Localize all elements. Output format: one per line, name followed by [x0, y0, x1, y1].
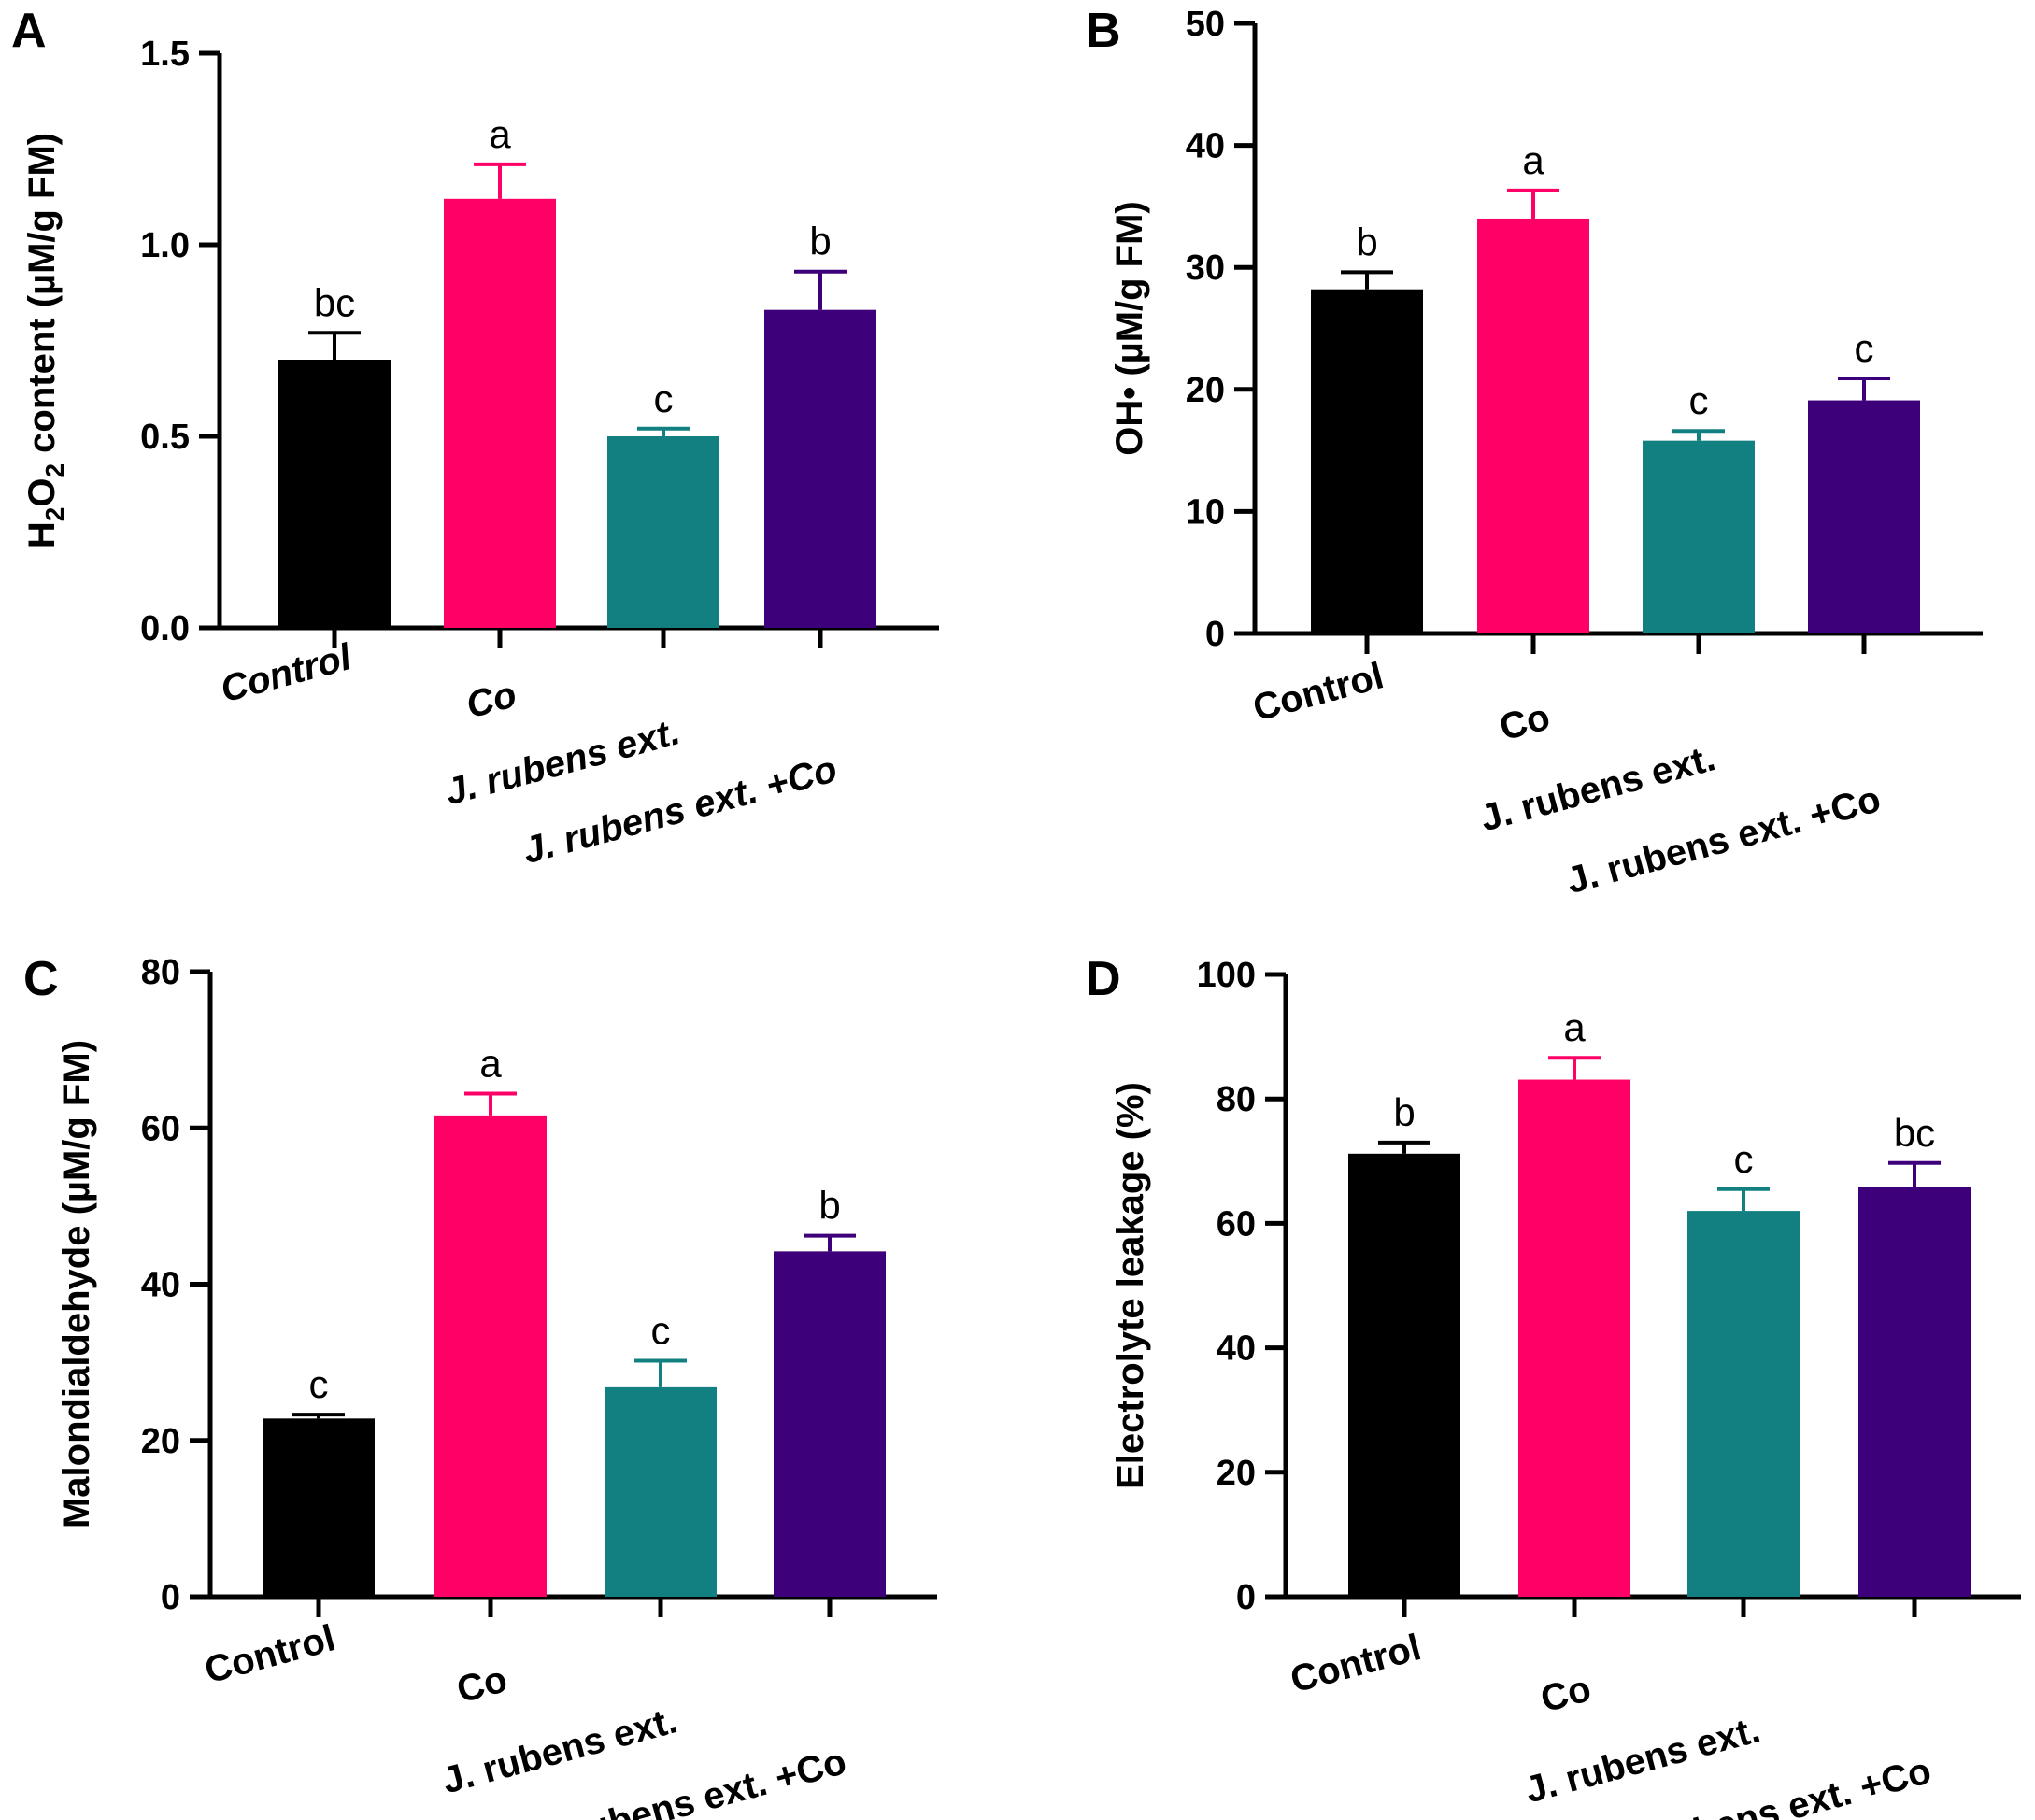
- y-tick-label-a: 0.5: [140, 418, 190, 457]
- bar-d-co: [1518, 1079, 1630, 1597]
- bar-c-jrubens_co: [774, 1251, 886, 1597]
- significance-letter-c: c: [651, 1308, 671, 1352]
- significance-letter-b: a: [1522, 138, 1544, 182]
- panel-d: D 0 20 40 60 80 100 Electrolyte leakage (%) b Con…: [1086, 952, 2021, 1820]
- y-tick-label-a: 1.0: [140, 226, 190, 265]
- category-label-c: Co: [452, 1658, 511, 1711]
- y-tick-label-d: 80: [1217, 1080, 1256, 1119]
- y-axis-title-part-a: content (µM/g FM): [21, 133, 63, 463]
- y-tick-label-b: 20: [1186, 371, 1225, 410]
- significance-letter-c: a: [479, 1041, 502, 1085]
- y-tick-label-b: 0: [1205, 615, 1225, 654]
- bar-d-control: [1348, 1153, 1460, 1597]
- significance-letter-c: b: [818, 1184, 840, 1228]
- y-tick-label-d: 40: [1217, 1329, 1256, 1369]
- significance-letter-a: b: [809, 220, 831, 263]
- bar-a-jrubens_co: [764, 309, 876, 628]
- y-axis-title-a: H2O2 content (µM/g FM): [21, 133, 69, 548]
- bar-b-co: [1477, 218, 1589, 633]
- bar-a-jrubens: [607, 436, 719, 628]
- category-label-d: Co: [1536, 1668, 1595, 1720]
- significance-letter-b: b: [1356, 220, 1377, 263]
- category-label-c: Control: [201, 1617, 340, 1691]
- y-tick-label-b: 30: [1186, 249, 1225, 288]
- panel-b: B 0 10 20 30 40 50 OH• (µM/g FM) b Control a Co c J. …: [1086, 4, 1983, 902]
- category-label-d: Control: [1287, 1627, 1426, 1700]
- y-tick-label-a: 0.0: [140, 609, 190, 648]
- bar-b-jrubens: [1643, 440, 1755, 633]
- category-label-b: Co: [1495, 696, 1554, 748]
- bar-a-control: [278, 360, 391, 628]
- category-label-c: J. rubens ext.: [438, 1699, 681, 1801]
- significance-letter-c: c: [309, 1362, 329, 1406]
- y-tick-label-c: 60: [141, 1109, 180, 1148]
- significance-letter-d: a: [1563, 1005, 1586, 1049]
- category-label-a: Co: [462, 674, 520, 726]
- bar-d-jrubens_co: [1858, 1187, 1971, 1597]
- category-label-d: J. rubens ext.: [1521, 1709, 1764, 1811]
- panel-letter-b: B: [1086, 4, 1121, 58]
- significance-letter-a: a: [489, 112, 511, 156]
- significance-letter-d: c: [1734, 1137, 1754, 1181]
- y-tick-label-c: 0: [161, 1578, 180, 1617]
- y-tick-label-d: 60: [1217, 1204, 1256, 1244]
- bar-c-co: [434, 1115, 547, 1597]
- bar-c-control: [263, 1418, 375, 1597]
- significance-letter-b: c: [1689, 378, 1709, 422]
- panel-letter-d: D: [1086, 952, 1121, 1006]
- significance-letter-a: c: [654, 377, 674, 420]
- significance-letter-b: c: [1855, 326, 1874, 370]
- y-tick-label-b: 10: [1186, 492, 1225, 532]
- bar-c-jrubens: [605, 1386, 717, 1597]
- y-axis-title-part-a: H: [21, 521, 63, 548]
- y-tick-label-c: 20: [141, 1422, 180, 1461]
- y-tick-label-c: 40: [141, 1266, 180, 1305]
- panel-letter-c: C: [23, 952, 59, 1006]
- y-tick-label-b: 50: [1186, 5, 1225, 44]
- y-axis-title-c: Malondialdehyde (µM/g FM): [56, 1040, 97, 1529]
- y-tick-label-a: 1.5: [140, 35, 190, 74]
- panel-letter-a: A: [11, 4, 47, 58]
- bar-a-co: [444, 198, 556, 629]
- category-label-a: Control: [217, 636, 357, 711]
- significance-letter-d: b: [1393, 1090, 1415, 1134]
- y-tick-label-d: 0: [1236, 1578, 1256, 1617]
- y-tick-label-d: 100: [1197, 956, 1256, 995]
- bar-b-control: [1311, 289, 1423, 633]
- bar-d-jrubens: [1687, 1211, 1800, 1597]
- y-tick-label-d: 20: [1217, 1454, 1256, 1493]
- y-axis-title-part-a: 2: [40, 463, 69, 478]
- category-label-b: Control: [1249, 655, 1388, 729]
- category-label-b: J. rubens ext.: [1476, 737, 1719, 839]
- panel-c: C 0 20 40 60 80 Malondialdehyde (µM/g FM) c Cont…: [23, 952, 937, 1820]
- y-axis-title-part-a: O: [21, 478, 63, 507]
- significance-letter-d: bc: [1894, 1111, 1935, 1155]
- y-axis-title-part-a: 2: [40, 507, 69, 522]
- y-axis-title-d: Electrolyte leakage (%): [1110, 1082, 1151, 1489]
- y-tick-label-b: 40: [1186, 127, 1225, 166]
- y-tick-label-c: 80: [141, 953, 180, 992]
- bar-b-jrubens_co: [1808, 400, 1920, 633]
- y-axis-title-b: OH• (µM/g FM): [1109, 201, 1150, 456]
- significance-letter-a: bc: [314, 280, 355, 324]
